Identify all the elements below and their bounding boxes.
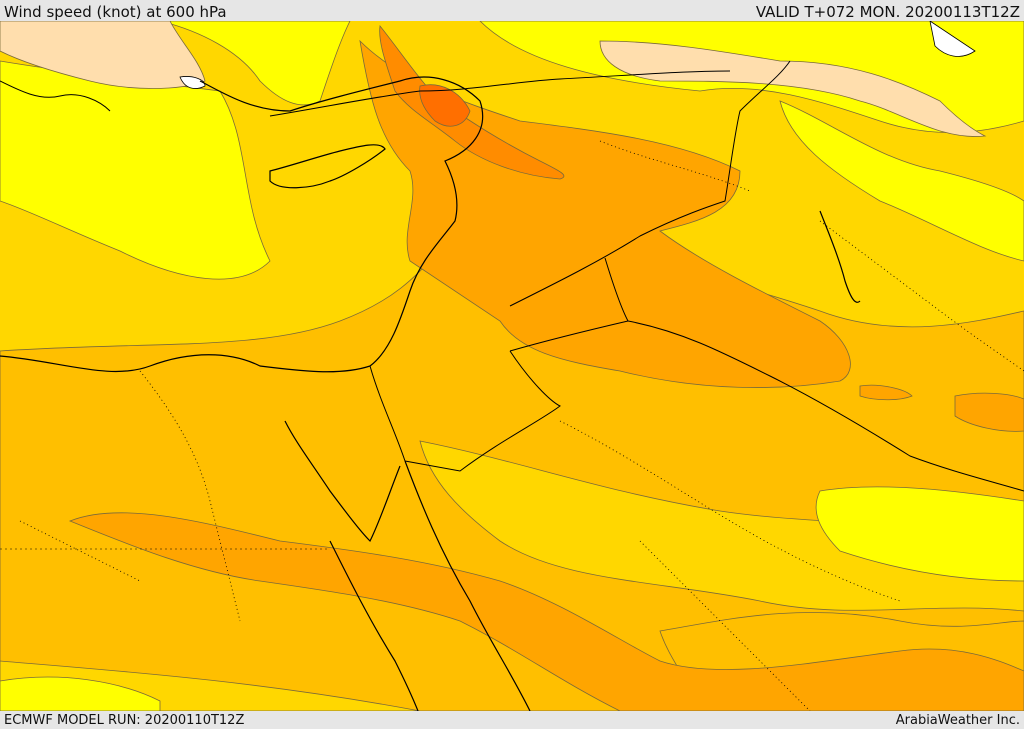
- mediterranean-coastline: [0, 76, 484, 373]
- map-footer: ECMWF MODEL RUN: 20200110T12Z ArabiaWeat…: [0, 711, 1024, 729]
- red-sea-west-coast: [329, 540, 419, 711]
- band-orange-levant: [359, 39, 851, 388]
- sea-patch: [179, 76, 206, 89]
- band-red-orange-max: [419, 84, 471, 127]
- band-light-balkans: [0, 21, 206, 89]
- border-jordan-iraq: [509, 320, 629, 352]
- wind-speed-map: [0, 21, 1024, 711]
- band-yellow-southwest: [0, 676, 161, 711]
- band-yellow-arabia: [815, 486, 1024, 582]
- admin-boundary: [139, 370, 241, 622]
- valid-time: VALID T+072 MON. 20200113T12Z: [755, 3, 1020, 21]
- red-sea-east-coast: [404, 460, 531, 711]
- cyprus-coast: [269, 144, 386, 189]
- border-jordan-saudi: [404, 350, 561, 472]
- caspian-sea: [929, 21, 976, 57]
- credit: ArabiaWeather Inc.: [895, 713, 1020, 728]
- band-gold-arabia: [419, 440, 1024, 612]
- gulf-of-suez: [284, 420, 401, 543]
- model-run: ECMWF MODEL RUN: 20200110T12Z: [4, 713, 245, 728]
- band-orange-gulf: [954, 392, 1024, 432]
- band-yellow-anatolia: [159, 21, 351, 106]
- map-canvas: [0, 21, 1024, 711]
- map-title: Wind speed (knot) at 600 hPa: [4, 3, 227, 21]
- border-turkey-syria: [269, 70, 731, 117]
- band-light-caucasus: [599, 40, 987, 137]
- aegean-coast: [0, 80, 111, 112]
- map-header: Wind speed (knot) at 600 hPa VALID T+072…: [0, 0, 1024, 21]
- band-orange-patch: [859, 384, 913, 401]
- band-orange-southern-jet: [68, 512, 1024, 711]
- persian-gulf-coast: [819, 210, 861, 303]
- border-syria-iraq: [509, 60, 791, 307]
- border-iraq-saudi: [604, 257, 1024, 492]
- border-egypt-israel: [369, 365, 406, 462]
